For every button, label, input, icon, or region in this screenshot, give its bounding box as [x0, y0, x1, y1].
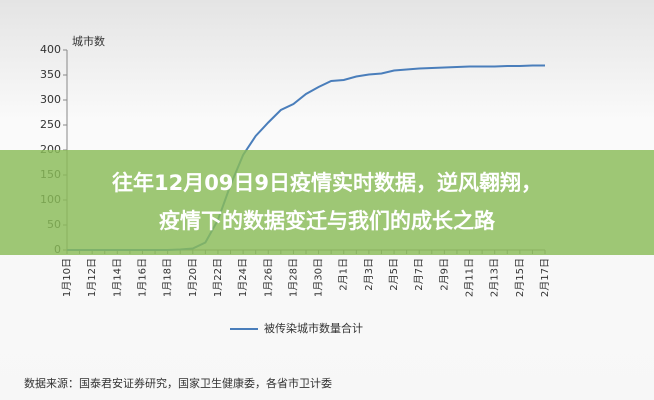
y-tick-label: 350: [40, 68, 61, 81]
x-tick-label: 2月13日: [489, 258, 501, 297]
x-tick-label: 2月11日: [464, 258, 476, 297]
x-tick-label: 2月5日: [388, 258, 400, 291]
overlay-title: 往年12月09日9日疫情实时数据，逆风翱翔，: [112, 171, 542, 195]
x-tick-label: 2月1日: [338, 258, 350, 291]
x-tick-label: 1月10日: [61, 258, 73, 297]
x-tick-label: 1月16日: [136, 258, 148, 297]
x-tick-label: 1月30日: [313, 258, 325, 297]
x-tick-label: 1月28日: [287, 258, 299, 297]
legend-label: 被传染城市数量合计: [264, 321, 363, 335]
x-tick-label: 2月3日: [363, 258, 375, 291]
x-tick-label: 1月26日: [262, 258, 274, 297]
y-tick-label: 300: [40, 93, 61, 106]
y-axis-label: 城市数: [72, 34, 105, 48]
x-tick-label: 1月22日: [212, 258, 224, 297]
x-tick-label: 2月9日: [438, 258, 450, 291]
x-tick-label: 1月18日: [162, 258, 174, 297]
x-tick-label: 1月20日: [187, 258, 199, 297]
overlay-title: 疫情下的数据变迁与我们的成长之路: [159, 209, 496, 233]
x-tick-label: 2月17日: [539, 258, 551, 297]
overlay-banner: [0, 150, 654, 255]
y-tick-label: 400: [40, 43, 61, 56]
y-tick-label: 250: [40, 118, 61, 131]
x-tick-label: 1月24日: [237, 258, 249, 297]
x-tick-label: 1月14日: [111, 258, 123, 297]
x-tick-label: 2月15日: [514, 258, 526, 297]
x-tick-label: 2月7日: [413, 258, 425, 291]
x-tick-label: 1月12日: [86, 258, 98, 297]
source-note: 数据来源：国泰君安证券研究，国家卫生健康委，各省市卫计委: [24, 376, 332, 390]
